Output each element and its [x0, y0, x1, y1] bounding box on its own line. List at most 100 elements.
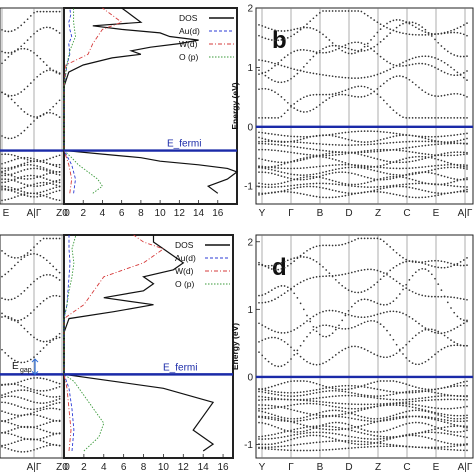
valence-band	[299, 174, 302, 176]
conduction-band	[52, 337, 55, 340]
valence-band	[258, 194, 260, 196]
valence-band	[20, 163, 23, 166]
valence-band	[341, 137, 344, 139]
fermi-label: E_fermi	[167, 139, 201, 150]
valence-band	[354, 140, 356, 142]
conduction-band	[39, 275, 42, 278]
valence-band	[366, 420, 369, 422]
valence-band	[10, 413, 13, 416]
valence-band	[424, 182, 427, 185]
conduction-band	[459, 264, 462, 267]
valence-band	[341, 394, 344, 397]
valence-band	[450, 181, 452, 184]
valence-band	[45, 389, 48, 392]
valence-band	[286, 419, 289, 422]
valence-band	[437, 417, 440, 420]
valence-band	[437, 395, 440, 398]
valence-band	[270, 433, 273, 436]
valence-band	[1, 187, 3, 189]
valence-band	[26, 178, 29, 180]
valence-band	[459, 435, 462, 438]
valence-band	[42, 161, 45, 164]
conduction-band	[376, 237, 379, 240]
valence-band	[270, 140, 273, 143]
valence-band	[341, 427, 344, 430]
conduction-band	[13, 29, 16, 31]
valence-band	[366, 190, 369, 193]
conduction-band	[17, 93, 19, 95]
valence-band	[414, 182, 417, 185]
valence-band	[277, 383, 280, 386]
valence-band	[277, 182, 280, 185]
valence-band	[328, 401, 331, 404]
valence-band	[315, 414, 318, 416]
valence-band	[363, 151, 366, 154]
valence-band	[318, 176, 321, 179]
valence-band	[382, 191, 385, 194]
valence-band	[414, 409, 417, 412]
valence-band	[270, 390, 273, 393]
valence-band	[33, 413, 35, 416]
valence-band	[357, 431, 360, 433]
conduction-band	[424, 117, 427, 119]
conduction-band	[373, 353, 376, 355]
valence-band	[325, 435, 328, 438]
valence-band	[290, 151, 292, 154]
conduction-band	[10, 256, 13, 259]
valence-band	[277, 140, 280, 143]
conduction-band	[450, 29, 452, 32]
conduction-band	[274, 117, 276, 119]
conduction-band	[440, 295, 443, 298]
valence-band	[363, 166, 366, 168]
valence-band	[389, 417, 392, 420]
valence-band	[306, 380, 308, 383]
valence-band	[379, 177, 382, 180]
valence-band	[344, 163, 347, 166]
valence-band	[283, 429, 286, 431]
valence-band	[52, 403, 55, 405]
valence-band	[334, 448, 337, 451]
conduction-band	[322, 93, 324, 96]
valence-band	[437, 414, 440, 416]
valence-band	[408, 186, 411, 189]
valence-band	[437, 135, 440, 138]
valence-band	[453, 445, 456, 448]
valence-band	[366, 149, 369, 152]
valence-band	[334, 164, 337, 166]
valence-band	[7, 198, 10, 201]
conduction-band	[20, 318, 23, 321]
valence-band	[58, 166, 61, 169]
valence-band	[366, 430, 369, 432]
valence-band	[20, 187, 23, 190]
y-tick-label: 2	[247, 237, 253, 248]
valence-band	[363, 141, 366, 143]
valence-band	[370, 422, 372, 425]
conduction-band	[370, 237, 372, 240]
valence-band	[33, 196, 35, 198]
valence-band	[450, 425, 452, 428]
valence-band	[446, 176, 449, 179]
valence-band	[424, 422, 427, 425]
valence-band	[459, 414, 462, 417]
valence-band	[270, 404, 273, 407]
conduction-band	[306, 110, 308, 113]
valence-band	[338, 144, 340, 146]
valence-band	[354, 144, 356, 146]
conduction-band	[318, 263, 321, 266]
x-tick-label: 10	[158, 462, 170, 473]
valence-band	[392, 185, 395, 188]
valence-band	[376, 139, 379, 142]
valence-band	[466, 425, 468, 428]
valence-band	[45, 158, 48, 161]
valence-band	[277, 164, 280, 167]
conduction-band	[312, 246, 315, 249]
valence-band	[363, 384, 366, 386]
valence-band	[36, 377, 39, 379]
valence-band	[293, 135, 296, 138]
conduction-band	[318, 104, 321, 106]
valence-band	[39, 415, 42, 417]
conduction-band	[302, 96, 305, 99]
conduction-band	[334, 326, 337, 329]
conduction-band	[373, 35, 376, 38]
conduction-band	[338, 274, 340, 276]
